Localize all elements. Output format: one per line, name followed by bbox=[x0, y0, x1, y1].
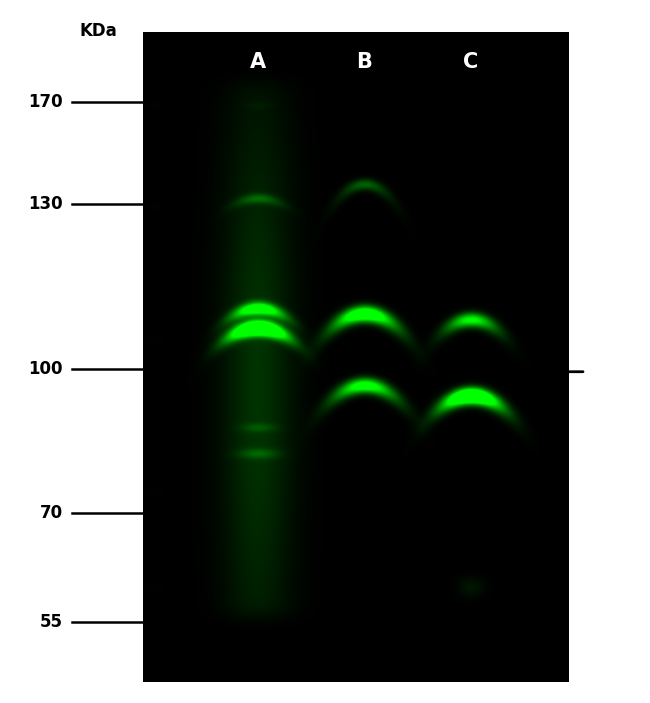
Text: 130: 130 bbox=[29, 195, 63, 213]
Text: 70: 70 bbox=[40, 504, 63, 522]
Text: 170: 170 bbox=[29, 93, 63, 111]
Text: C: C bbox=[463, 53, 478, 72]
Text: A: A bbox=[250, 53, 266, 72]
Text: 100: 100 bbox=[29, 360, 63, 378]
Text: 55: 55 bbox=[40, 613, 63, 631]
Text: KDa: KDa bbox=[79, 22, 117, 41]
Text: B: B bbox=[356, 53, 372, 72]
